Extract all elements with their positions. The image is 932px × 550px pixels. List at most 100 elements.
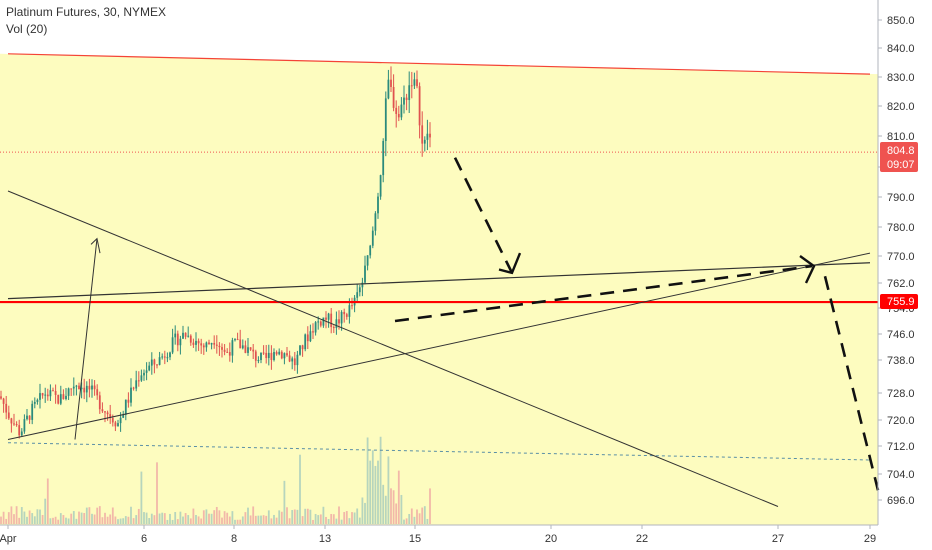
projection-leg-up[interactable] bbox=[394, 264, 813, 323]
volume-bar bbox=[377, 460, 379, 524]
symbol-title[interactable]: Platinum Futures, 30, NYMEX bbox=[6, 5, 167, 19]
candle-body bbox=[267, 352, 270, 359]
candle-body bbox=[184, 332, 187, 337]
volume-bar bbox=[330, 513, 333, 524]
volume-bar bbox=[265, 515, 268, 524]
volume-bar bbox=[299, 454, 301, 524]
volume-bar bbox=[215, 506, 218, 524]
volume-bar bbox=[143, 512, 145, 524]
candle-body bbox=[171, 337, 174, 353]
candle-body bbox=[39, 393, 41, 400]
volume-bar bbox=[426, 518, 429, 524]
volume-bar bbox=[140, 471, 143, 524]
candle-body bbox=[57, 394, 60, 404]
volume-bar bbox=[202, 510, 205, 524]
volume-bar bbox=[260, 515, 262, 524]
candle-body bbox=[384, 98, 387, 141]
volume-bar bbox=[67, 518, 70, 524]
time-tick-label: 22 bbox=[636, 533, 648, 545]
near-horizontal-trendline[interactable] bbox=[7, 262, 871, 300]
candle-body bbox=[150, 359, 153, 366]
candle-body bbox=[187, 335, 190, 337]
volume-bar bbox=[98, 506, 101, 524]
candle-body bbox=[366, 255, 369, 266]
support-price-tag: 755.9 bbox=[880, 294, 918, 309]
volume-bar bbox=[176, 519, 179, 524]
projection-leg-final-down[interactable] bbox=[823, 275, 880, 491]
volume-bar bbox=[312, 519, 314, 524]
volume-bar bbox=[0, 516, 2, 524]
volume-bar bbox=[192, 508, 195, 524]
candle-body bbox=[2, 398, 5, 404]
volume-bar bbox=[353, 512, 356, 524]
candle-body bbox=[145, 370, 148, 373]
volume-bar bbox=[197, 516, 200, 524]
volume-bar bbox=[182, 516, 184, 524]
candle-body bbox=[426, 133, 429, 140]
time-tick-label: 29 bbox=[864, 533, 876, 545]
candle-body bbox=[408, 85, 411, 101]
candle-body bbox=[330, 313, 333, 328]
last-price-tag: 804.8 09:07 bbox=[880, 142, 918, 172]
volume-bar bbox=[371, 450, 374, 524]
volume-bar bbox=[148, 518, 151, 524]
candle-body bbox=[345, 314, 348, 317]
volume-bar bbox=[39, 509, 41, 524]
volume-bar bbox=[80, 512, 83, 524]
volume-bar bbox=[13, 514, 15, 524]
descending-trendline[interactable] bbox=[7, 190, 779, 507]
candle-body bbox=[343, 311, 346, 315]
candle-body bbox=[23, 419, 26, 432]
price-axis[interactable]: 696.0704.0712.0720.0728.0738.0746.0754.0… bbox=[878, 15, 915, 507]
volume-bar bbox=[106, 516, 109, 524]
volume-bar bbox=[273, 514, 275, 524]
time-tick-label: 13 bbox=[319, 533, 331, 545]
candle-body bbox=[114, 422, 117, 427]
price-tick-label: 830.0 bbox=[887, 72, 915, 84]
volume-bar bbox=[44, 498, 47, 524]
candle-body bbox=[85, 385, 88, 393]
candle-body bbox=[241, 345, 244, 349]
candle-body bbox=[163, 356, 166, 358]
volume-bar bbox=[410, 508, 413, 524]
time-axis[interactable]: Apr 6 8 13 15 20 22 27 29 bbox=[0, 525, 876, 545]
candle-body bbox=[28, 415, 31, 420]
candle-body bbox=[392, 86, 395, 108]
ascending-trendline[interactable] bbox=[7, 252, 871, 440]
candle-body bbox=[166, 357, 169, 359]
volume-bar bbox=[75, 518, 78, 524]
volume-indicator-label[interactable]: Vol (20) bbox=[6, 22, 48, 36]
price-tick-label: 840.0 bbox=[887, 43, 915, 55]
volume-bar bbox=[286, 507, 288, 524]
candle-body bbox=[91, 385, 93, 390]
resistance-trendline[interactable] bbox=[7, 53, 871, 75]
candle-body bbox=[423, 139, 426, 144]
candle-body bbox=[403, 97, 405, 105]
candle-body bbox=[15, 424, 18, 426]
volume-bar bbox=[322, 506, 325, 524]
volume-bar bbox=[252, 506, 255, 524]
volume-bar bbox=[296, 509, 299, 524]
volume-bar bbox=[28, 510, 31, 524]
last-price-label: 804.8 bbox=[887, 145, 915, 157]
volume-bar bbox=[26, 516, 28, 524]
volume-bar bbox=[304, 508, 307, 524]
volume-bar bbox=[174, 512, 177, 524]
volume-bar bbox=[374, 465, 377, 524]
candle-body bbox=[117, 423, 119, 427]
volume-bar bbox=[114, 516, 117, 524]
volume-bar bbox=[117, 519, 119, 524]
candle-body bbox=[273, 352, 275, 360]
up-arrow-shaft[interactable] bbox=[74, 238, 98, 440]
candle-body bbox=[26, 415, 28, 420]
candle-body bbox=[140, 375, 143, 381]
candle-body bbox=[400, 104, 403, 118]
candle-body bbox=[106, 412, 109, 415]
volume-bar bbox=[70, 513, 73, 524]
volume-bar bbox=[205, 509, 208, 524]
volume-bar bbox=[195, 514, 197, 524]
candle-body bbox=[197, 340, 200, 344]
candle-body bbox=[262, 352, 265, 354]
volume-bar bbox=[364, 502, 366, 524]
